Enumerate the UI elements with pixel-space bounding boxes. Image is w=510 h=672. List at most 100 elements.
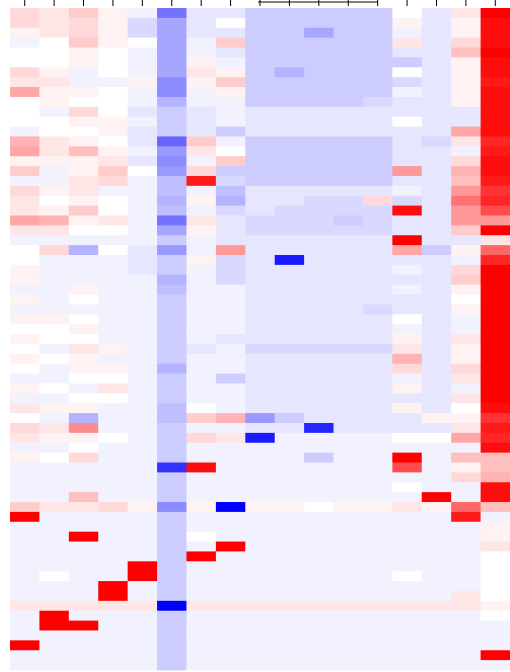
heatmap-cell xyxy=(157,600,187,612)
heatmap-cell xyxy=(215,96,246,108)
heatmap-cell xyxy=(480,353,510,365)
heatmap-cell xyxy=(157,304,187,315)
heatmap-cell xyxy=(68,126,99,137)
heatmap-cell xyxy=(304,600,334,612)
heatmap-cell xyxy=(127,610,158,621)
heatmap-cell xyxy=(480,600,510,612)
heatmap-cell xyxy=(98,373,129,384)
heatmap-cell xyxy=(274,482,305,493)
heatmap-cell xyxy=(304,472,334,483)
heatmap-cell xyxy=(186,590,217,602)
heatmap-cell xyxy=(362,205,393,216)
heatmap-cell xyxy=(127,205,158,216)
heatmap-cell xyxy=(98,531,129,542)
heatmap-cell xyxy=(333,521,364,533)
heatmap-cell xyxy=(39,571,70,582)
heatmap-cell xyxy=(98,314,129,325)
heatmap-cell xyxy=(98,106,129,118)
heatmap-cell xyxy=(186,87,217,98)
heatmap-cell xyxy=(421,561,452,572)
heatmap-cell xyxy=(186,304,217,315)
heatmap-cell xyxy=(215,472,246,483)
heatmap-cell xyxy=(186,373,217,384)
heatmap-cell xyxy=(215,353,246,365)
heatmap-cell xyxy=(127,521,158,533)
heatmap-cell xyxy=(186,432,217,444)
heatmap-cell xyxy=(215,610,246,621)
heatmap-cell xyxy=(39,106,70,118)
heatmap-cell xyxy=(362,116,393,127)
heatmap-cell xyxy=(480,363,510,374)
heatmap-cell xyxy=(245,373,276,384)
heatmap-cell xyxy=(392,175,423,187)
heatmap-cell xyxy=(98,482,129,493)
heatmap-cell xyxy=(98,284,129,295)
heatmap-cell xyxy=(245,37,276,48)
heatmap-cell xyxy=(39,521,70,533)
heatmap-cell xyxy=(304,166,334,177)
heatmap-cell xyxy=(245,235,276,246)
heatmap-cell xyxy=(98,422,129,434)
heatmap-cell xyxy=(421,116,452,127)
heatmap-cell xyxy=(333,106,364,118)
heatmap-cell xyxy=(333,452,364,463)
heatmap-cell xyxy=(421,650,452,661)
heatmap-cell xyxy=(333,264,364,276)
heatmap-cell xyxy=(333,215,364,226)
heatmap-cell xyxy=(304,650,334,661)
heatmap-cell xyxy=(68,660,99,671)
heatmap-cell xyxy=(10,245,40,256)
heatmap-cell xyxy=(127,96,158,108)
heatmap-cell xyxy=(68,373,99,384)
heatmap-cell xyxy=(68,215,99,226)
heatmap-cell xyxy=(39,462,70,473)
heatmap-cell xyxy=(215,581,246,592)
heatmap-cell xyxy=(274,373,305,384)
heatmap-cell xyxy=(186,324,217,335)
heatmap-cell xyxy=(98,581,129,592)
heatmap-cell xyxy=(215,551,246,562)
heatmap-cell xyxy=(215,432,246,444)
heatmap-cell xyxy=(10,581,40,592)
heatmap-cell xyxy=(480,571,510,582)
heatmap-cell xyxy=(451,264,481,276)
heatmap-cell xyxy=(186,531,217,542)
heatmap-cell xyxy=(480,442,510,454)
heatmap-cell xyxy=(421,600,452,612)
heatmap-cell xyxy=(274,640,305,651)
heatmap-cell xyxy=(274,630,305,641)
heatmap-cell xyxy=(68,452,99,463)
heatmap-cell xyxy=(157,393,187,404)
heatmap-cell xyxy=(245,541,276,552)
heatmap-cell xyxy=(362,502,393,513)
heatmap-cell xyxy=(127,620,158,631)
heatmap-cell xyxy=(68,264,99,276)
heatmap-cell xyxy=(274,442,305,454)
heatmap-cell xyxy=(421,77,452,88)
heatmap-cell xyxy=(274,47,305,58)
heatmap-cell xyxy=(10,373,40,384)
heatmap-cell xyxy=(362,403,393,414)
heatmap-cell xyxy=(186,413,217,424)
heatmap-cell xyxy=(480,541,510,552)
heatmap-cell xyxy=(98,640,129,651)
heatmap-cell xyxy=(274,383,305,394)
heatmap-cell xyxy=(333,353,364,365)
heatmap-cell xyxy=(304,373,334,384)
heatmap-cell xyxy=(480,37,510,48)
heatmap-cell xyxy=(245,17,276,29)
heatmap-cell xyxy=(68,37,99,48)
heatmap-cell xyxy=(362,126,393,137)
heatmap-cell xyxy=(157,590,187,602)
heatmap-cell xyxy=(333,67,364,78)
heatmap-cell xyxy=(215,255,246,266)
heatmap-cell xyxy=(127,284,158,295)
heatmap-cell xyxy=(68,116,99,127)
heatmap-cell xyxy=(392,255,423,266)
heatmap-cell xyxy=(157,502,187,513)
heatmap-cell xyxy=(68,334,99,345)
heatmap-cell xyxy=(362,383,393,394)
heatmap-cell xyxy=(274,462,305,473)
heatmap-cell xyxy=(304,334,334,345)
